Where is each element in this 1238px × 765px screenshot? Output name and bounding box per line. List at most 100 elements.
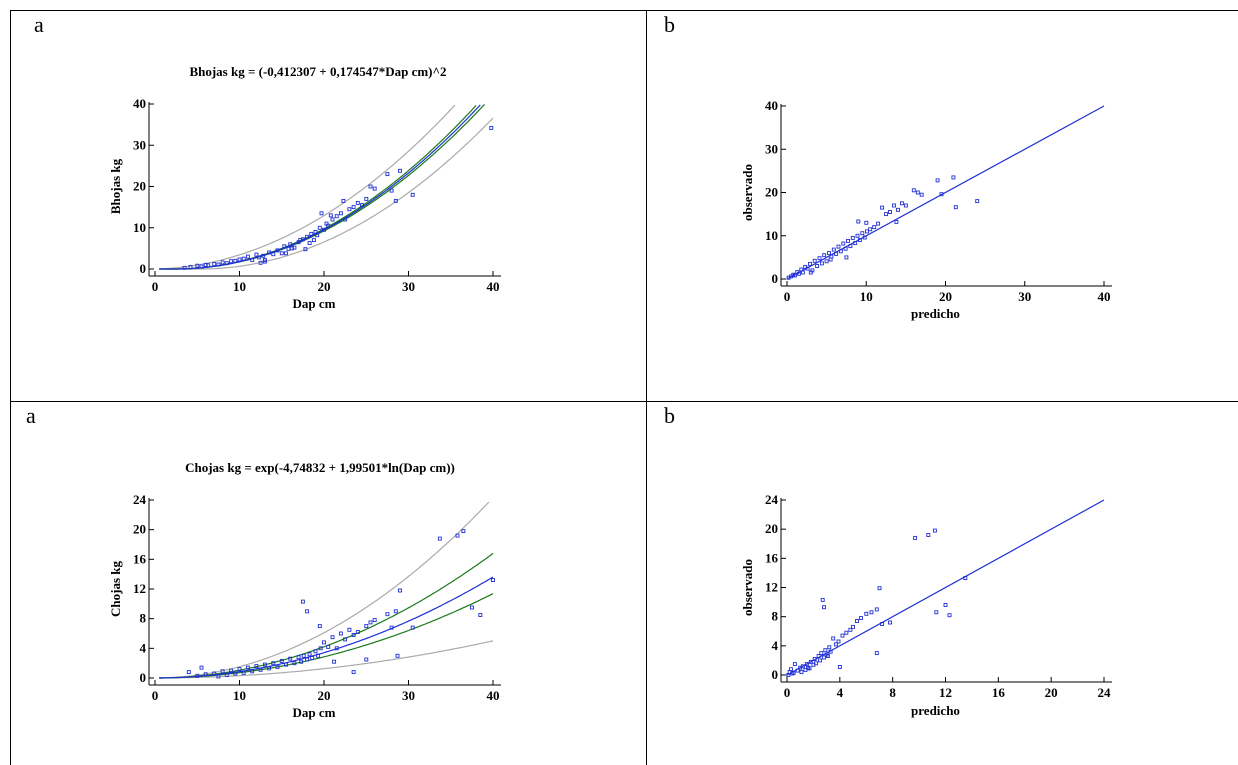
data-point [888, 210, 892, 214]
data-point [398, 168, 402, 173]
x-axis-label: predicho [911, 306, 960, 321]
data-point [834, 251, 839, 256]
data-point [351, 633, 356, 637]
identity-line [786, 499, 1105, 676]
data-point [841, 241, 846, 246]
data-point [876, 221, 881, 226]
data-point [300, 237, 305, 242]
data-point [307, 241, 312, 245]
data-point [796, 271, 801, 276]
x-tick-label: 40 [1098, 289, 1111, 304]
data-point [888, 620, 892, 625]
data-point [334, 214, 339, 219]
data-point [254, 664, 259, 669]
x-axis-label: predicho [911, 703, 960, 718]
data-point [330, 217, 335, 222]
y-tick-label: 20 [765, 185, 778, 200]
y-tick-label: 40 [133, 96, 146, 111]
data-point [182, 265, 187, 270]
data-point [275, 664, 280, 669]
data-point [837, 665, 842, 669]
y-axis-label: observado [740, 559, 755, 616]
data-point [317, 225, 322, 230]
x-tick-label: 20 [1045, 685, 1058, 700]
data-point [279, 658, 284, 663]
y-tick-label: 24 [133, 492, 147, 507]
x-tick-label: 40 [487, 279, 500, 294]
y-tick-label: 0 [140, 670, 147, 685]
x-axis-label: Dap cm [293, 296, 336, 311]
data-point [874, 651, 879, 656]
data-point [935, 178, 940, 183]
data-point [437, 536, 442, 541]
data-point [309, 231, 314, 236]
data-point [347, 627, 352, 632]
panel-label-top-left: a [34, 12, 44, 37]
data-point [288, 242, 293, 247]
table-border-center [646, 10, 647, 765]
data-point [872, 225, 877, 230]
x-tick-label: 30 [402, 688, 415, 703]
data-point [372, 186, 377, 191]
data-point [237, 667, 242, 672]
data-point [338, 211, 343, 216]
data-point [795, 668, 800, 673]
x-tick-label: 0 [784, 685, 791, 700]
data-point [271, 252, 276, 257]
panel-label-bottom-left: a [26, 403, 36, 428]
data-point [313, 229, 318, 234]
data-point [844, 255, 849, 260]
data-point [850, 235, 855, 240]
data-point [816, 654, 821, 658]
data-point [828, 257, 833, 262]
data-point [880, 622, 885, 626]
data-point [943, 603, 948, 607]
data-point [395, 653, 400, 658]
data-point [827, 645, 832, 650]
y-tick-label: 20 [133, 522, 146, 537]
data-point [808, 659, 813, 664]
data-point [410, 625, 415, 630]
data-point [220, 260, 225, 265]
data-point [899, 201, 904, 206]
y-tick-label: 40 [765, 98, 778, 113]
y-tick-label: 24 [765, 492, 779, 507]
x-tick-label: 40 [487, 688, 500, 703]
data-point [803, 667, 808, 672]
data-point [292, 245, 297, 250]
data-point [224, 261, 229, 266]
data-point [822, 655, 826, 660]
data-point [836, 639, 841, 644]
data-point [828, 649, 833, 654]
data-point [326, 223, 331, 228]
data-point [305, 657, 310, 662]
data-point [195, 673, 200, 678]
data-point [216, 674, 221, 679]
y-tick-label: 8 [772, 609, 779, 624]
y-tick-label: 4 [140, 640, 147, 655]
data-point [808, 261, 812, 266]
data-point [220, 669, 225, 674]
x-tick-label: 30 [402, 279, 415, 294]
data-point [267, 666, 272, 671]
data-point [491, 578, 495, 583]
data-point [838, 249, 843, 254]
data-point [818, 658, 822, 663]
data-point [846, 238, 850, 243]
data-point [800, 664, 805, 669]
y-tick-label: 10 [765, 228, 778, 243]
data-point [245, 665, 250, 670]
data-point [351, 670, 356, 675]
data-point [848, 627, 853, 632]
data-point [975, 199, 980, 204]
data-point [311, 238, 316, 243]
y-tick-label: 12 [133, 581, 146, 596]
data-point [939, 192, 944, 197]
data-point [825, 654, 830, 658]
x-tick-label: 16 [992, 685, 1006, 700]
data-point [203, 672, 208, 677]
data-point [279, 251, 284, 256]
y-tick-label: 16 [133, 551, 147, 566]
data-point [261, 253, 266, 258]
data-point [819, 651, 824, 656]
